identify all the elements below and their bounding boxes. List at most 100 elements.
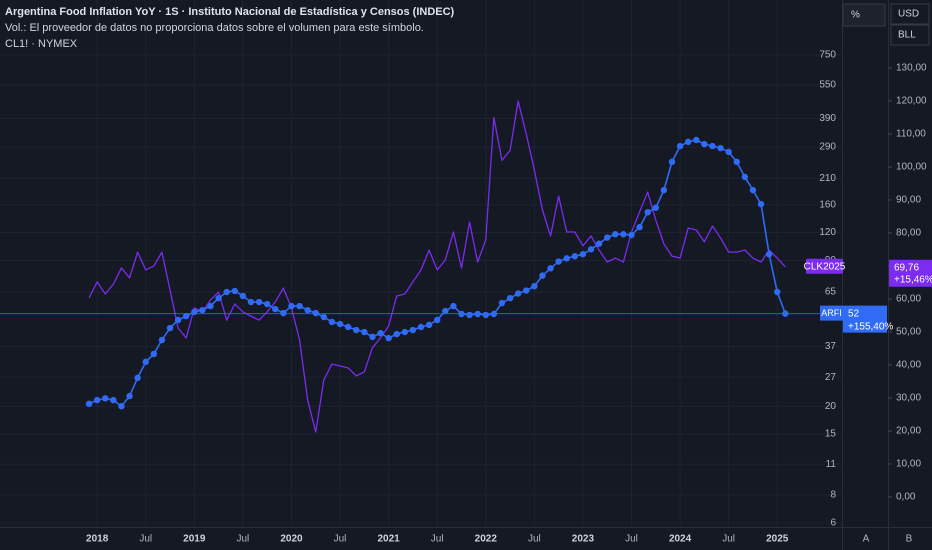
data-point [320, 313, 328, 321]
data-point [288, 302, 295, 310]
data-point [628, 231, 635, 239]
x-tick-label: 2022 [475, 534, 498, 545]
data-point [660, 186, 668, 194]
data-point [353, 326, 360, 334]
y2-tick-label: 40,00 [896, 360, 921, 371]
change-label: +15,46% [894, 274, 932, 285]
y2-tick-label: 90,00 [896, 195, 921, 206]
data-point [717, 144, 724, 152]
data-point [684, 138, 692, 146]
data-point [377, 329, 384, 337]
unit-button[interactable] [890, 24, 930, 46]
y2-tick-label: 80,00 [896, 228, 921, 239]
data-point [514, 290, 522, 297]
y-tick-label: 65 [825, 287, 837, 298]
y-tick-label: 120 [819, 227, 836, 238]
data-point [361, 328, 368, 336]
unit-button-label[interactable]: BLL [898, 30, 916, 41]
data-point [150, 350, 158, 358]
data-point [385, 334, 392, 342]
data-point [255, 298, 263, 306]
data-point [774, 288, 781, 296]
data-point [409, 326, 417, 334]
data-point [247, 298, 255, 306]
y-tick-label: 20 [825, 401, 837, 412]
data-point [425, 321, 433, 329]
plot-area [0, 100, 842, 433]
annotation: CL1! · NYMEX [5, 38, 78, 50]
data-point [304, 306, 311, 314]
data-point [369, 333, 376, 341]
data-point [563, 255, 570, 262]
y-tick-label: 15 [825, 429, 837, 440]
percent-button-label[interactable]: % [851, 10, 860, 21]
data-point [442, 307, 449, 315]
y-tick-label: 750 [819, 50, 836, 61]
data-point [199, 306, 206, 314]
data-point [191, 308, 198, 316]
axes: 75055039029021016012090653727201511860,0… [86, 50, 932, 545]
x-tick-label: Jul [139, 534, 152, 545]
data-point [612, 231, 619, 238]
data-point [344, 323, 352, 331]
data-point [693, 136, 700, 144]
data-point [393, 330, 400, 338]
y-tick-label: 210 [819, 173, 836, 184]
y-tick-label: 390 [819, 113, 836, 124]
chart-subtitle: Vol.: El proveedor de datos no proporcio… [5, 22, 424, 34]
auto-scale-button[interactable]: A [863, 534, 870, 545]
chart-title: Argentina Food Inflation YoY · 1S · Inst… [5, 6, 455, 18]
data-point [741, 173, 749, 181]
data-point [579, 251, 587, 258]
data-point [336, 320, 344, 328]
y-tick-label: 550 [819, 80, 836, 91]
y2-tick-label: 20,00 [896, 426, 921, 437]
x-tick-label: 2020 [280, 534, 303, 545]
data-point [652, 204, 659, 211]
data-point [158, 336, 166, 344]
y2-tick-label: 120,00 [896, 96, 927, 107]
currency-button-label[interactable]: USD [898, 9, 919, 20]
x-tick-label: Jul [334, 534, 347, 545]
data-point [215, 294, 222, 302]
data-point [118, 403, 125, 410]
data-point [466, 311, 473, 319]
y-tick-label: 290 [819, 142, 836, 153]
x-tick-label: 2019 [183, 534, 206, 545]
data-point [102, 395, 109, 402]
data-point [506, 294, 514, 302]
data-point [555, 258, 562, 265]
data-point [539, 272, 546, 279]
last-value-label: 69,76 [894, 262, 919, 273]
data-point [280, 309, 287, 317]
data-point [239, 292, 247, 300]
data-point [547, 265, 554, 272]
x-tick-label: 2018 [86, 534, 109, 545]
y2-tick-label: 100,00 [896, 162, 927, 173]
data-point [701, 140, 708, 148]
data-point [644, 209, 651, 216]
data-point [174, 316, 182, 324]
last-value-label: 52 [848, 308, 860, 319]
data-point [134, 374, 141, 382]
data-point [482, 311, 489, 319]
data-point [668, 158, 676, 166]
x-tick-label: 2023 [572, 534, 595, 545]
x-tick-label: Jul [625, 534, 638, 545]
data-point [676, 142, 684, 150]
data-point [401, 328, 409, 336]
currency-button[interactable] [890, 3, 930, 25]
data-point [296, 302, 303, 310]
data-point [733, 158, 740, 166]
scale-mode-button[interactable]: B [906, 534, 913, 545]
y-tick-label: 11 [826, 459, 837, 470]
y2-tick-label: 30,00 [896, 393, 921, 404]
data-point [709, 142, 716, 150]
data-point [604, 234, 611, 241]
percent-button[interactable] [842, 3, 886, 27]
data-point [93, 396, 101, 404]
price-badge [843, 305, 887, 333]
price-badge [889, 259, 932, 287]
x-tick-label: Jul [528, 534, 541, 545]
